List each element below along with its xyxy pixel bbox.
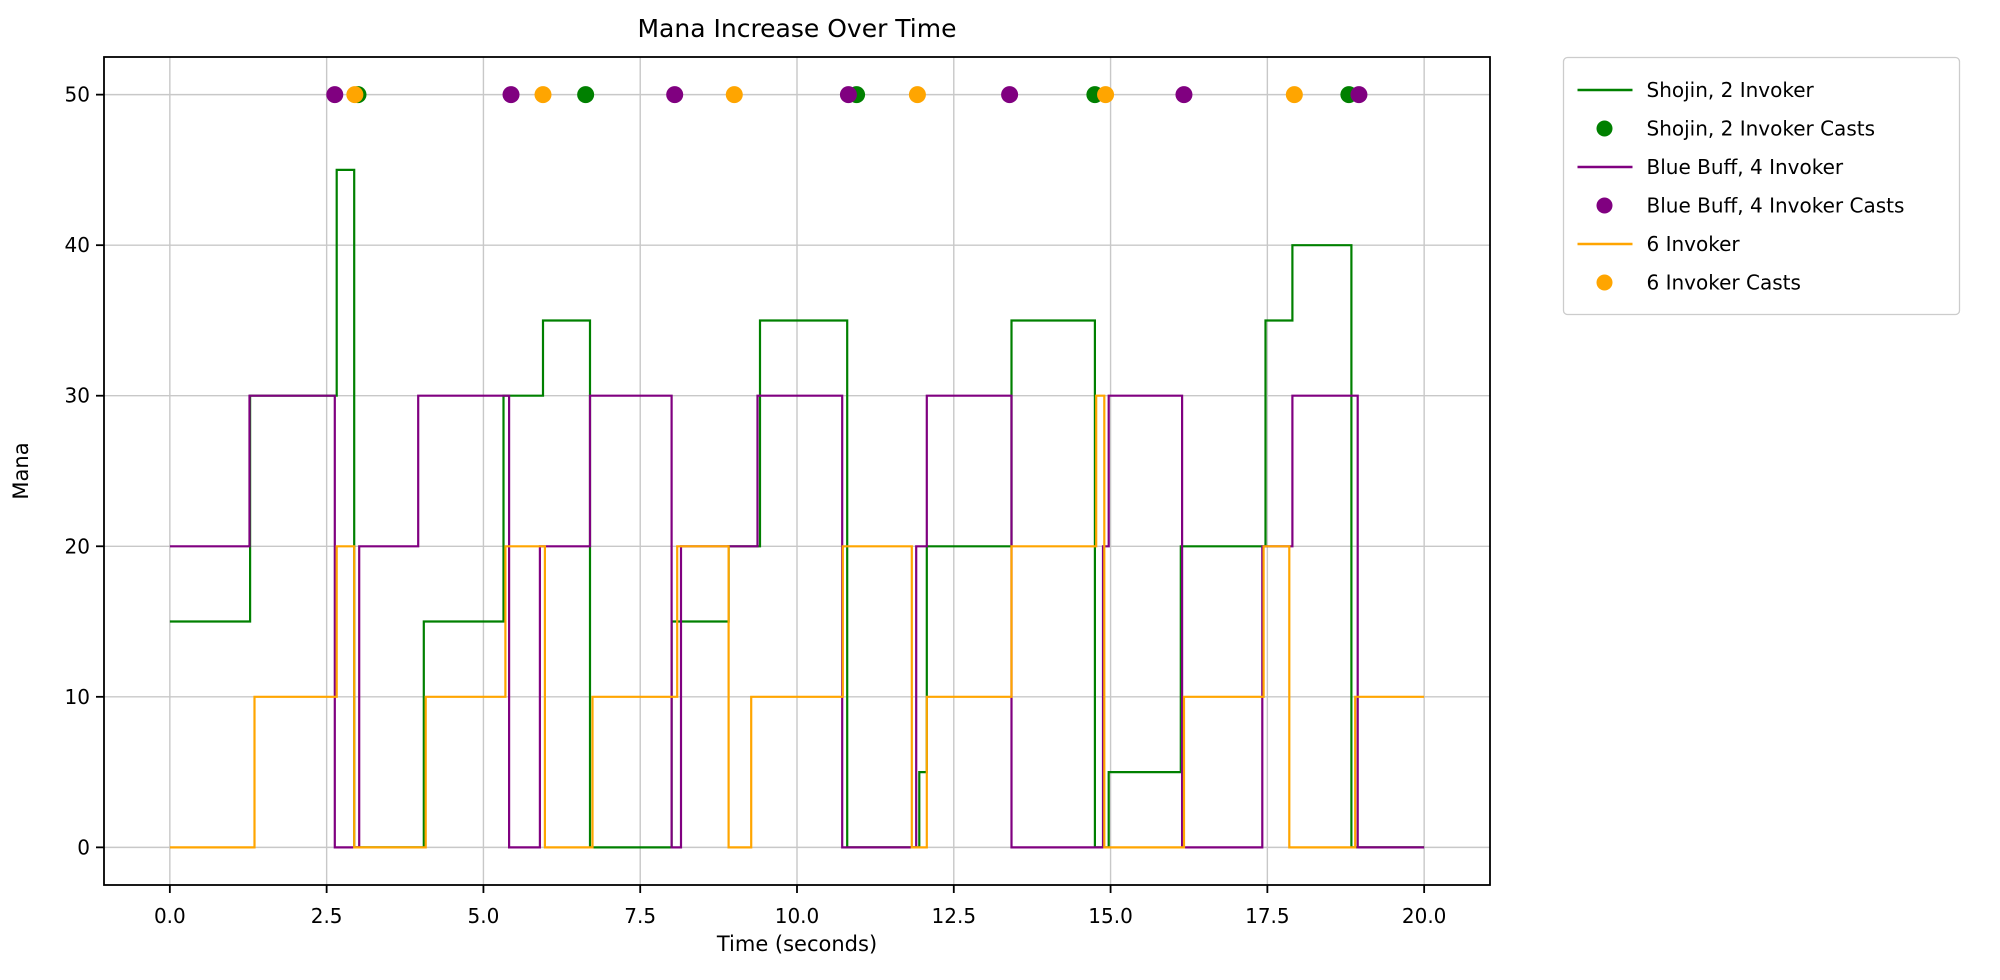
grid-layer [104,57,1490,885]
tick-layer: 0.0 2.5 5.0 7.5 10.0 12.5 15.0 17.5 20.0 0 10 20 30 4… [65,83,1447,928]
cast-dot-6-invoker-casts [346,86,364,104]
legend-label-6-invoker-casts: 6 Invoker Casts [1647,271,1801,295]
y-tick-label-20: 20 [65,534,90,558]
cast-dot-blue-buff-4-invoker-casts [502,86,520,104]
series-line-6-invoker [169,394,1425,849]
legend-box [1562,56,1961,316]
legend-label-blue-buff-4-invoker-casts: Blue Buff, 4 Invoker Casts [1647,194,1905,218]
legend-dot-sample-6-invoker-casts [1596,274,1613,291]
legend: Shojin, 2 Invoker Shojin, 2 Invoker Casts… [1562,56,1961,316]
x-tick-label-5.0: 5.0 [468,904,500,928]
legend-dot-sample-shojin-2-invoker-casts [1596,120,1613,137]
series-line-blue-buff-4-invoker [169,394,1425,849]
y-tick-label-0: 0 [77,835,90,859]
y-tick-label-10: 10 [65,685,90,709]
legend-item-6-invoker: 6 Invoker [1577,232,1741,256]
legend-item-blue-buff-4-invoker: Blue Buff, 4 Invoker [1577,155,1844,179]
legend-label-6-invoker: 6 Invoker [1647,232,1741,256]
y-axis-label: Mana [9,442,33,499]
series-layer [169,168,1425,849]
chart-title: Mana Increase Over Time [637,14,956,43]
legend-item-blue-buff-4-invoker-casts: Blue Buff, 4 Invoker Casts [1596,194,1905,218]
cast-dot-blue-buff-4-invoker-casts [1350,86,1368,104]
cast-dot-blue-buff-4-invoker-casts [666,86,684,104]
cast-dot-shojin-2-invoker-casts [577,86,595,104]
y-tick-label-40: 40 [65,233,90,257]
x-tick-label-20.0: 20.0 [1402,904,1447,928]
cast-dot-6-invoker-casts [1285,86,1303,104]
cast-dot-blue-buff-4-invoker-casts [1001,86,1019,104]
x-tick-label-7.5: 7.5 [624,904,656,928]
legend-item-shojin-2-invoker: Shojin, 2 Invoker [1577,78,1815,102]
y-tick-label-50: 50 [65,83,90,107]
cast-dot-6-invoker-casts [908,86,926,104]
cast-dot-6-invoker-casts [1097,86,1115,104]
legend-item-shojin-2-invoker-casts: Shojin, 2 Invoker Casts [1596,117,1876,141]
y-tick-label-30: 30 [65,384,90,408]
cast-dot-blue-buff-4-invoker-casts [839,86,857,104]
legend-label-shojin-2-invoker: Shojin, 2 Invoker [1647,78,1815,102]
x-tick-label-0.0: 0.0 [154,904,186,928]
cast-dot-6-invoker-casts [534,86,552,104]
x-tick-label-12.5: 12.5 [932,904,977,928]
cast-dot-blue-buff-4-invoker-casts [1175,86,1193,104]
x-tick-label-10.0: 10.0 [775,904,820,928]
legend-item-6-invoker-casts: 6 Invoker Casts [1596,271,1801,295]
x-axis-label: Time (seconds) [716,932,877,956]
legend-label-shojin-2-invoker-casts: Shojin, 2 Invoker Casts [1647,117,1876,141]
cast-dot-6-invoker-casts [725,86,743,104]
x-tick-label-2.5: 2.5 [311,904,343,928]
x-tick-label-15.0: 15.0 [1088,904,1133,928]
x-tick-label-17.5: 17.5 [1245,904,1290,928]
cast-dots-layer [326,86,1368,104]
legend-dot-sample-blue-buff-4-invoker-casts [1596,197,1613,214]
legend-label-blue-buff-4-invoker: Blue Buff, 4 Invoker [1647,155,1844,179]
cast-dot-blue-buff-4-invoker-casts [326,86,344,104]
